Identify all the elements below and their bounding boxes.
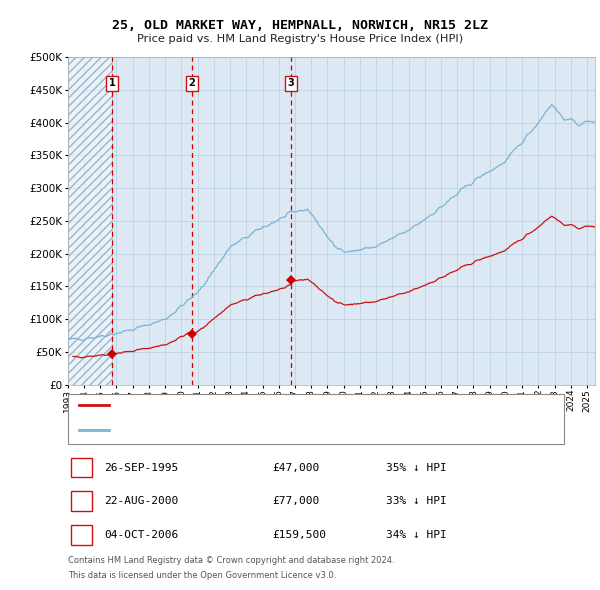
- Text: 3: 3: [77, 528, 85, 542]
- Text: Contains HM Land Registry data © Crown copyright and database right 2024.: Contains HM Land Registry data © Crown c…: [68, 556, 394, 565]
- Text: 2: 2: [188, 78, 195, 88]
- Text: 26-SEP-1995: 26-SEP-1995: [104, 463, 178, 473]
- Text: £47,000: £47,000: [272, 463, 319, 473]
- Bar: [68, 57, 112, 385]
- Text: This data is licensed under the Open Government Licence v3.0.: This data is licensed under the Open Gov…: [68, 571, 336, 580]
- Text: Price paid vs. HM Land Registry's House Price Index (HPI): Price paid vs. HM Land Registry's House …: [137, 34, 463, 44]
- Text: 35% ↓ HPI: 35% ↓ HPI: [386, 463, 446, 473]
- Text: 04-OCT-2006: 04-OCT-2006: [104, 530, 178, 540]
- Text: 34% ↓ HPI: 34% ↓ HPI: [386, 530, 446, 540]
- Text: 25, OLD MARKET WAY, HEMPNALL, NORWICH, NR15 2LZ (detached house): 25, OLD MARKET WAY, HEMPNALL, NORWICH, N…: [116, 400, 492, 409]
- Text: £77,000: £77,000: [272, 496, 319, 506]
- Text: 1: 1: [77, 461, 85, 474]
- Text: 33% ↓ HPI: 33% ↓ HPI: [386, 496, 446, 506]
- Text: 25, OLD MARKET WAY, HEMPNALL, NORWICH, NR15 2LZ: 25, OLD MARKET WAY, HEMPNALL, NORWICH, N…: [112, 19, 488, 32]
- Text: 2: 2: [77, 494, 85, 508]
- Text: 1: 1: [109, 78, 115, 88]
- Text: 3: 3: [287, 78, 295, 88]
- Text: HPI: Average price, detached house, South Norfolk: HPI: Average price, detached house, Sout…: [116, 425, 404, 434]
- Text: 22-AUG-2000: 22-AUG-2000: [104, 496, 178, 506]
- Bar: [68, 57, 112, 385]
- Text: £159,500: £159,500: [272, 530, 326, 540]
